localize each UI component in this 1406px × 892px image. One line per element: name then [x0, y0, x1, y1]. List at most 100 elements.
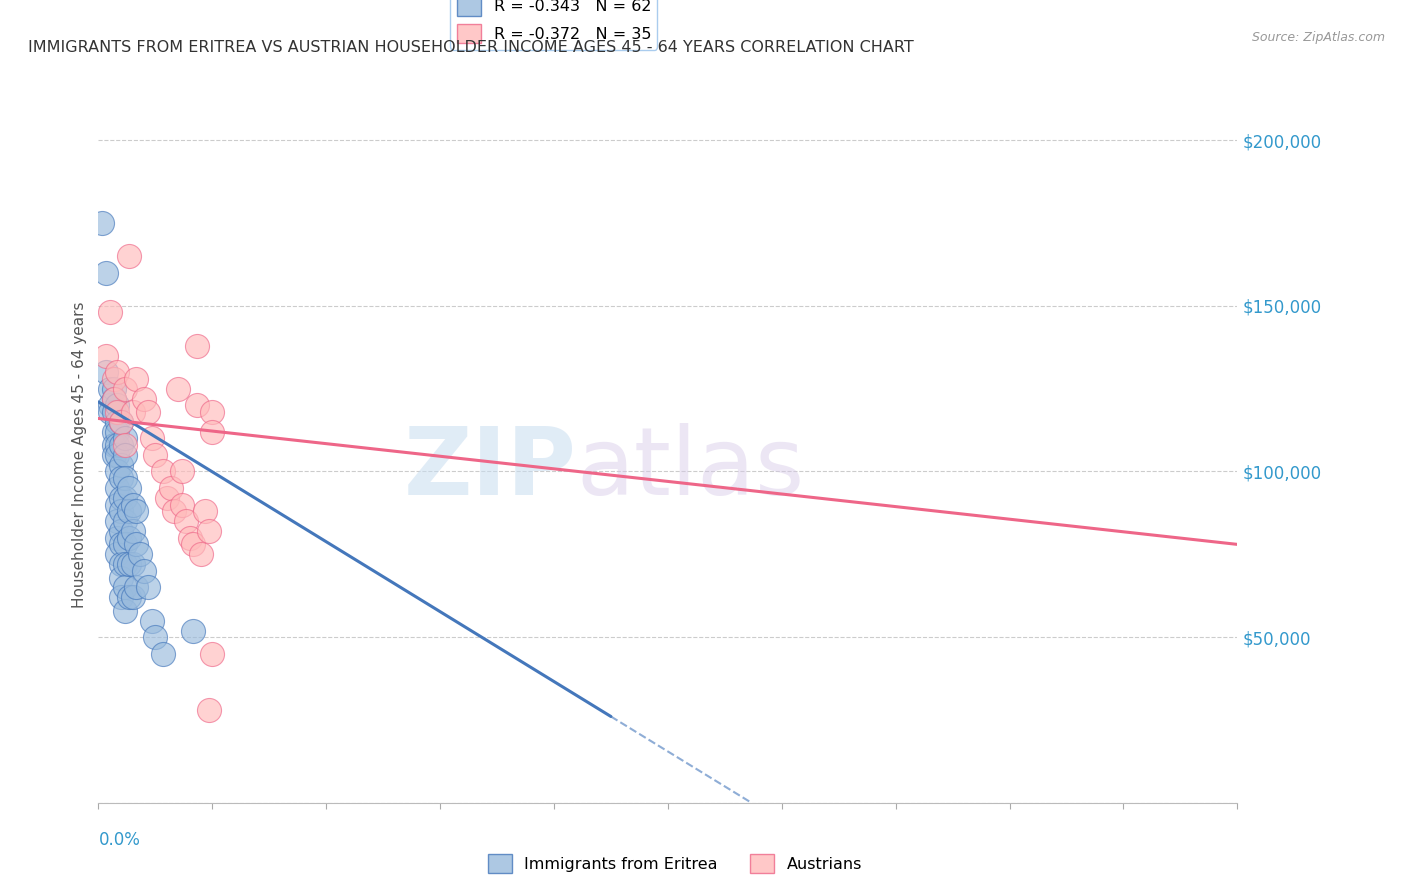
Text: 0.0%: 0.0%	[98, 830, 141, 848]
Point	[103, 448, 125, 462]
Legend: Immigrants from Eritrea, Austrians: Immigrants from Eritrea, Austrians	[481, 847, 869, 880]
Point	[118, 481, 141, 495]
Point	[170, 465, 193, 479]
Point	[125, 581, 148, 595]
Point	[103, 382, 125, 396]
Point	[201, 647, 224, 661]
Point	[103, 405, 125, 419]
Point	[114, 604, 136, 618]
Point	[103, 425, 125, 439]
Point	[103, 392, 125, 406]
Text: IMMIGRANTS FROM ERITREA VS AUSTRIAN HOUSEHOLDER INCOME AGES 45 - 64 YEARS CORREL: IMMIGRANTS FROM ERITREA VS AUSTRIAN HOUS…	[28, 40, 914, 55]
Point	[98, 405, 121, 419]
Point	[194, 504, 217, 518]
Point	[183, 537, 205, 551]
Point	[201, 405, 224, 419]
Point	[94, 365, 117, 379]
Point	[110, 491, 132, 505]
Point	[110, 591, 132, 605]
Point	[107, 481, 129, 495]
Point	[114, 431, 136, 445]
Point	[98, 305, 121, 319]
Point	[94, 266, 117, 280]
Point	[107, 405, 129, 419]
Point	[110, 438, 132, 452]
Point	[114, 537, 136, 551]
Point	[107, 514, 129, 528]
Point	[107, 425, 129, 439]
Point	[190, 547, 212, 561]
Point	[107, 365, 129, 379]
Point	[125, 537, 148, 551]
Point	[110, 458, 132, 472]
Point	[129, 547, 152, 561]
Point	[197, 524, 219, 538]
Point	[201, 425, 224, 439]
Point	[114, 581, 136, 595]
Point	[141, 614, 163, 628]
Point	[121, 498, 143, 512]
Point	[186, 338, 208, 352]
Point	[107, 498, 129, 512]
Point	[107, 531, 129, 545]
Point	[118, 591, 141, 605]
Point	[107, 448, 129, 462]
Point	[94, 349, 117, 363]
Point	[132, 392, 155, 406]
Point	[107, 415, 129, 429]
Text: atlas: atlas	[576, 423, 806, 515]
Point	[110, 415, 132, 429]
Point	[114, 382, 136, 396]
Y-axis label: Householder Income Ages 45 - 64 years: Householder Income Ages 45 - 64 years	[72, 301, 87, 608]
Point	[121, 558, 143, 572]
Point	[103, 392, 125, 406]
Point	[110, 570, 132, 584]
Point	[114, 438, 136, 452]
Point	[132, 564, 155, 578]
Point	[170, 498, 193, 512]
Point	[118, 504, 141, 518]
Point	[174, 514, 197, 528]
Point	[145, 630, 167, 644]
Point	[107, 398, 129, 412]
Point	[118, 558, 141, 572]
Point	[114, 514, 136, 528]
Point	[114, 448, 136, 462]
Point	[136, 581, 159, 595]
Point	[91, 216, 114, 230]
Point	[156, 491, 179, 505]
Point	[125, 504, 148, 518]
Point	[110, 471, 132, 485]
Point	[98, 382, 121, 396]
Point	[167, 382, 190, 396]
Point	[107, 465, 129, 479]
Point	[141, 431, 163, 445]
Point	[183, 624, 205, 638]
Point	[179, 531, 201, 545]
Point	[110, 558, 132, 572]
Text: ZIP: ZIP	[404, 423, 576, 515]
Point	[114, 471, 136, 485]
Point	[118, 531, 141, 545]
Point	[186, 398, 208, 412]
Point	[163, 504, 186, 518]
Point	[121, 405, 143, 419]
Point	[159, 481, 181, 495]
Point	[125, 372, 148, 386]
Point	[145, 448, 167, 462]
Point	[110, 524, 132, 538]
Point	[98, 398, 121, 412]
Point	[107, 547, 129, 561]
Point	[118, 249, 141, 263]
Point	[107, 438, 129, 452]
Point	[152, 465, 174, 479]
Point	[103, 438, 125, 452]
Point	[136, 405, 159, 419]
Point	[110, 415, 132, 429]
Point	[114, 491, 136, 505]
Point	[121, 524, 143, 538]
Legend: R = -0.343   N = 62, R = -0.372   N = 35: R = -0.343 N = 62, R = -0.372 N = 35	[450, 0, 658, 50]
Point	[152, 647, 174, 661]
Point	[110, 504, 132, 518]
Point	[114, 558, 136, 572]
